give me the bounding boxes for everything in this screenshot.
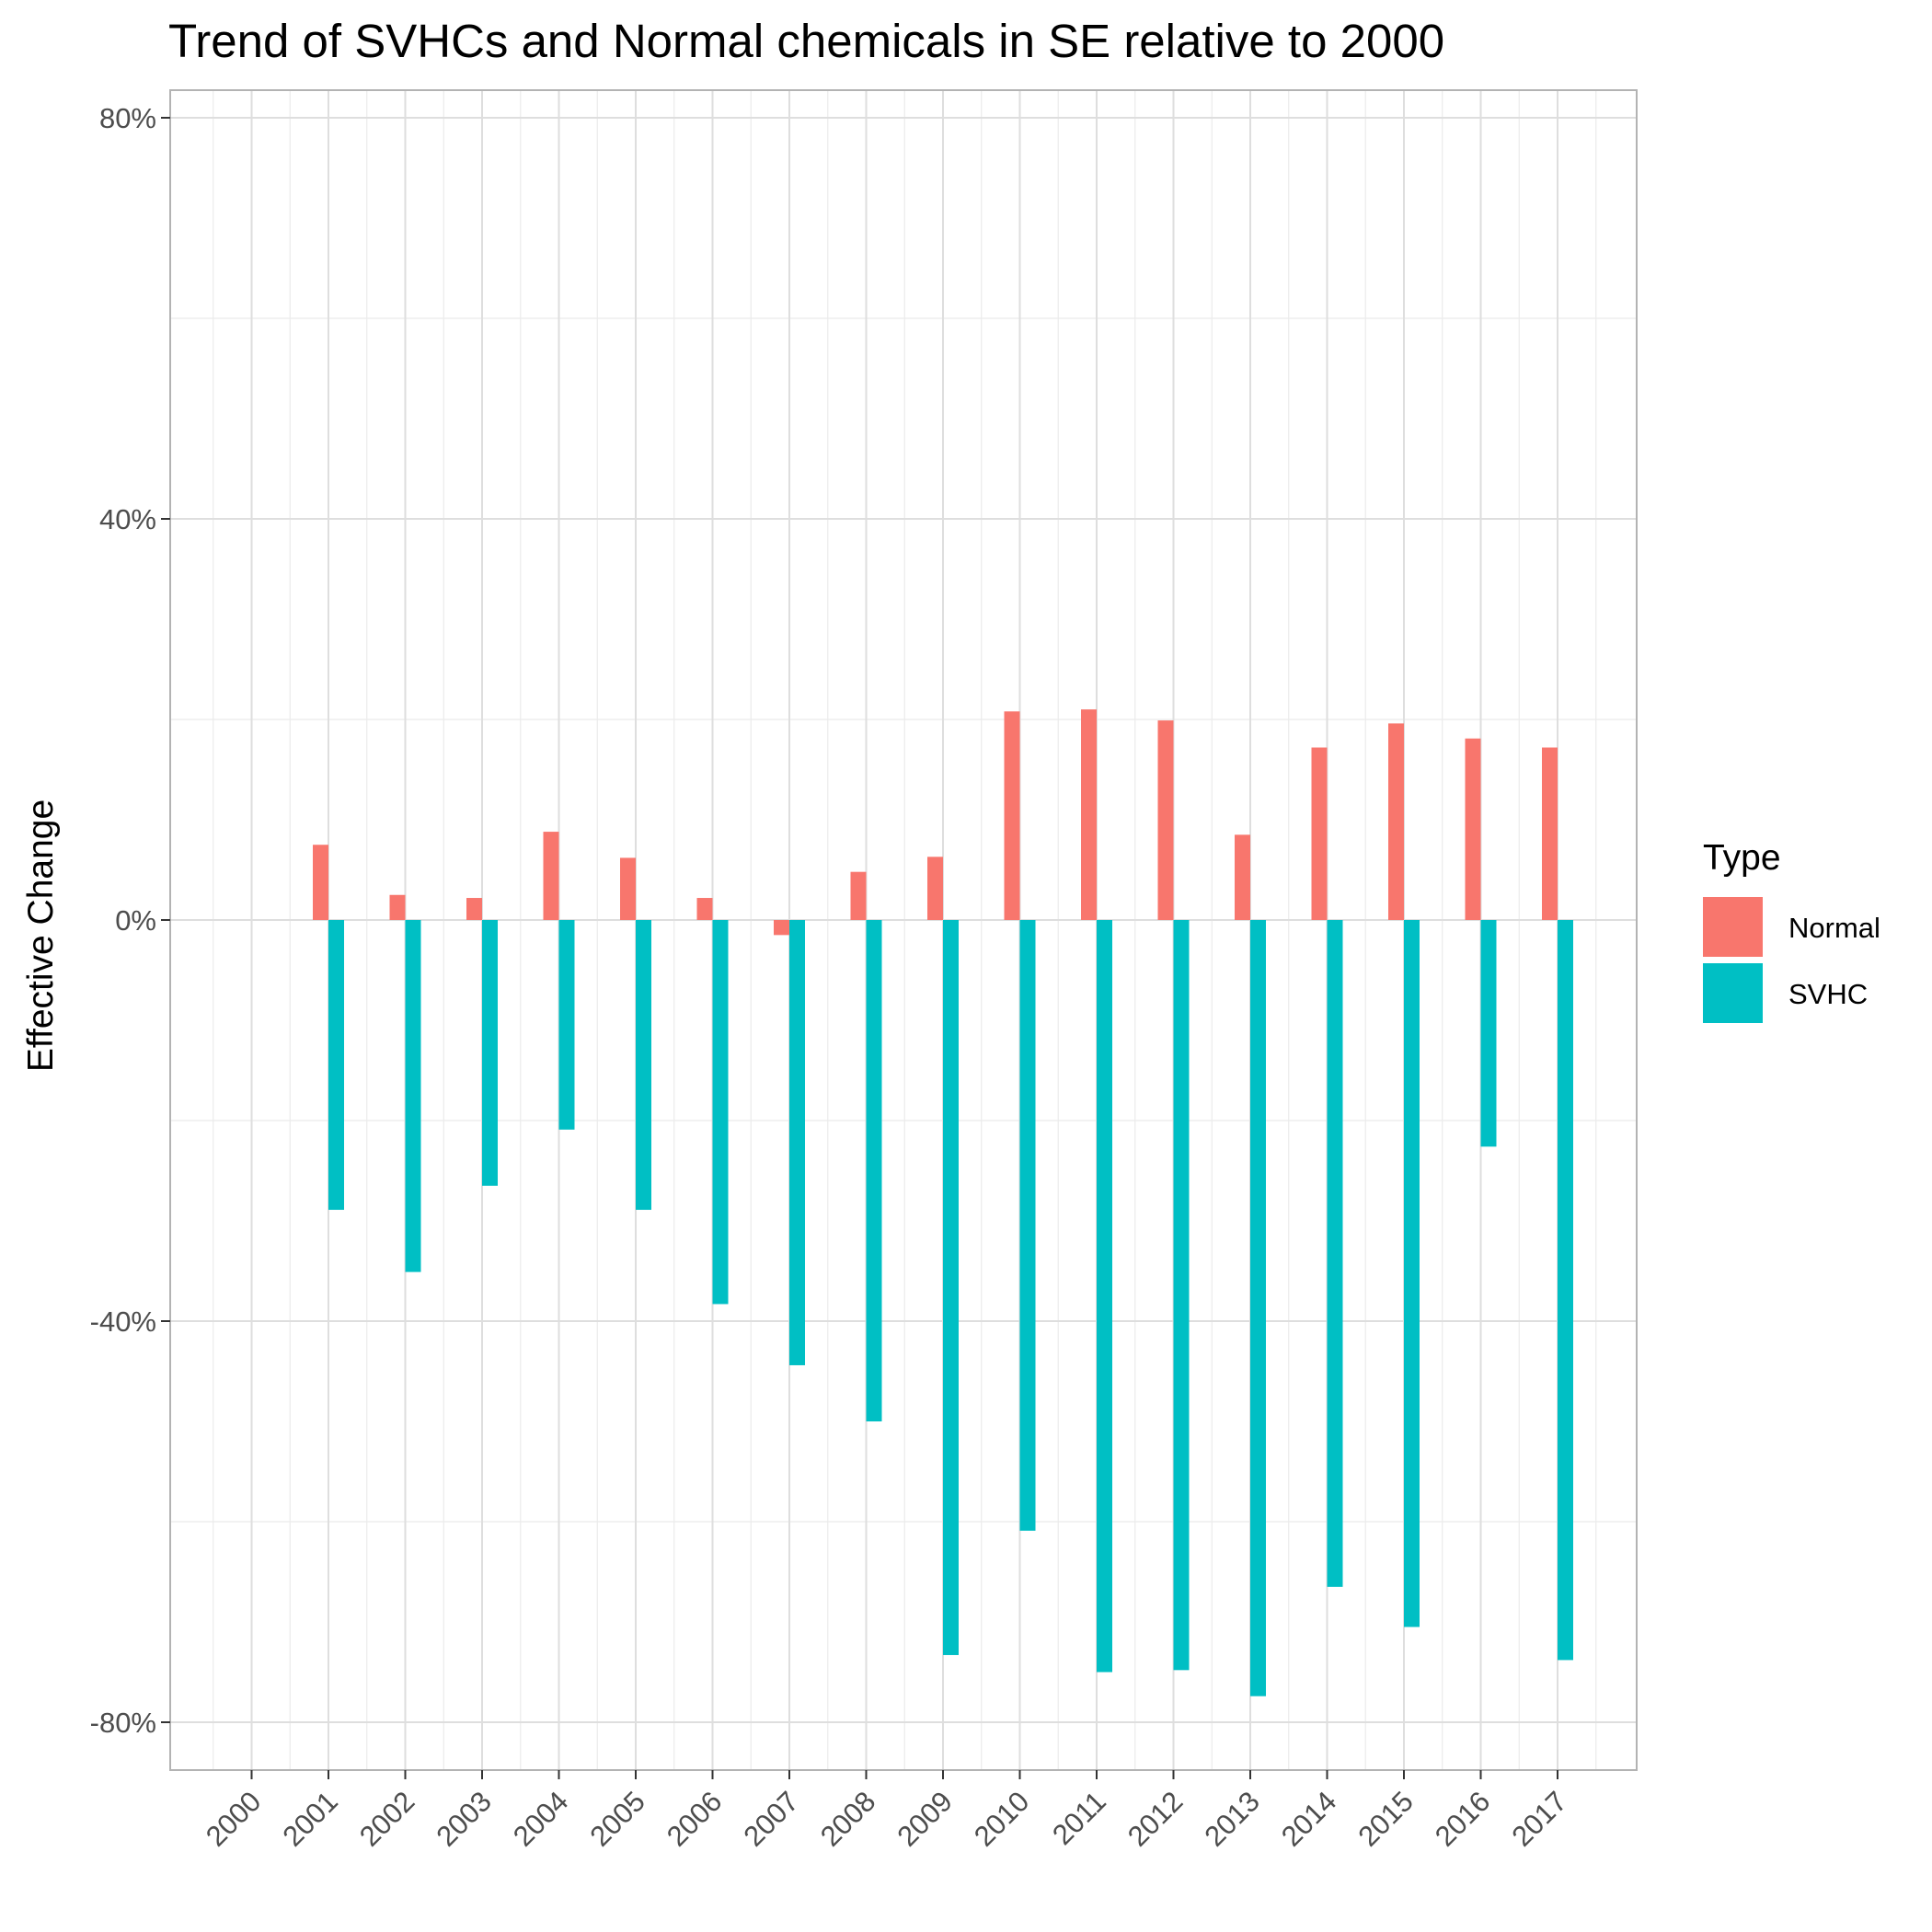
bar-svhc-2013 (1250, 920, 1266, 1696)
x-tick-label: 2011 (1046, 1785, 1112, 1851)
x-tick-label: 2000 (200, 1785, 268, 1853)
chart-title: Trend of SVHCs and Normal chemicals in S… (168, 15, 1444, 67)
bar-svhc-2016 (1480, 920, 1497, 1147)
bar-normal-2004 (543, 832, 559, 920)
bar-normal-2015 (1388, 723, 1404, 920)
y-tick-label: 80% (99, 102, 156, 134)
x-tick-label: 2004 (507, 1785, 575, 1853)
x-tick-label: 2017 (1505, 1785, 1573, 1853)
bar-normal-2001 (313, 845, 328, 920)
x-tick-label: 2015 (1351, 1785, 1420, 1853)
bar-svhc-2014 (1327, 920, 1343, 1587)
bar-svhc-2006 (712, 920, 729, 1305)
bar-svhc-2004 (558, 920, 575, 1130)
bar-normal-2010 (1004, 711, 1020, 920)
x-tick-label: 2006 (661, 1785, 729, 1853)
legend-key-normal (1703, 897, 1763, 957)
bar-svhc-2010 (1019, 920, 1036, 1531)
bar-normal-2003 (466, 898, 482, 920)
legend-label-svhc: SVHC (1788, 978, 1868, 1010)
x-tick-label: 2013 (1198, 1785, 1266, 1853)
bar-normal-2008 (850, 871, 867, 920)
y-axis-title: Effective Change (21, 799, 61, 1072)
bar-normal-2012 (1157, 720, 1174, 920)
x-tick-label: 2016 (1429, 1785, 1497, 1853)
bar-normal-2011 (1081, 709, 1097, 920)
bar-svhc-2012 (1173, 920, 1190, 1671)
legend-label-normal: Normal (1788, 912, 1880, 944)
bar-svhc-2002 (405, 920, 421, 1272)
bar-svhc-2001 (328, 920, 344, 1211)
legend-key-svhc (1703, 963, 1763, 1023)
x-tick-label: 2005 (583, 1785, 651, 1853)
x-tick-label: 2007 (737, 1785, 805, 1853)
bar-normal-2014 (1311, 747, 1328, 920)
bar-svhc-2009 (943, 920, 959, 1655)
x-tick-label: 2009 (891, 1785, 959, 1853)
bar-svhc-2011 (1097, 920, 1112, 1673)
bar-normal-2006 (696, 898, 713, 920)
bar-normal-2016 (1465, 738, 1481, 920)
bar-normal-2013 (1235, 834, 1250, 920)
bar-normal-2002 (389, 894, 406, 920)
legend-title: Type (1703, 838, 1781, 878)
x-tick-label: 2010 (968, 1785, 1036, 1853)
x-tick-label: 2012 (1121, 1785, 1190, 1853)
x-tick-label: 2008 (814, 1785, 882, 1853)
bar-svhc-2017 (1558, 920, 1573, 1661)
bar-svhc-2003 (482, 920, 498, 1186)
y-tick-label: 0% (115, 904, 156, 937)
bar-normal-2009 (927, 857, 943, 920)
bar-normal-2007 (774, 920, 789, 936)
bar-svhc-2008 (866, 920, 882, 1421)
y-tick-label: 40% (99, 503, 156, 535)
bar-normal-2005 (620, 857, 636, 920)
bar-svhc-2005 (636, 920, 651, 1211)
legend: Type Normal SVHC (1703, 838, 1880, 1023)
y-tick-label: -40% (90, 1305, 156, 1338)
bars (313, 709, 1573, 1696)
bar-svhc-2015 (1404, 920, 1420, 1627)
y-tick-label: -80% (90, 1707, 156, 1739)
x-tick-label: 2002 (353, 1785, 421, 1853)
bar-svhc-2007 (789, 920, 805, 1365)
x-tick-label: 2003 (430, 1785, 498, 1853)
x-tick-label: 2001 (276, 1785, 344, 1853)
bar-normal-2017 (1542, 747, 1558, 920)
plot-border (169, 89, 1638, 1771)
x-tick-label: 2014 (1275, 1785, 1343, 1853)
